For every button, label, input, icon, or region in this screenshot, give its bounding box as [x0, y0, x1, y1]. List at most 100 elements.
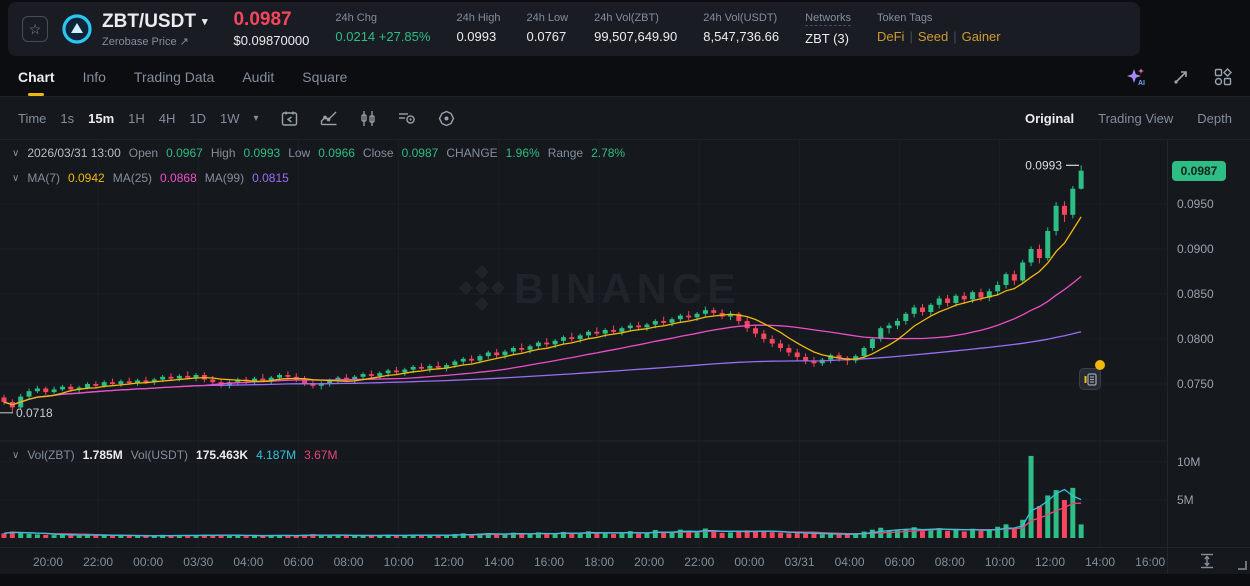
- collapse-icon[interactable]: ∨: [12, 172, 20, 184]
- tag-gainer[interactable]: Gainer: [961, 29, 1001, 44]
- price-axis[interactable]: 0.0987 0.0950 0.0900 0.0850 0.0800 0.0750 10M…: [1167, 140, 1250, 547]
- date-picker-icon[interactable]: [281, 110, 298, 127]
- ai-assistant-icon[interactable]: AI: [1126, 67, 1148, 87]
- price-tick: 0.0800: [1177, 332, 1214, 346]
- svg-text:0.0993: 0.0993: [1025, 158, 1062, 172]
- time-tick: 10:00: [383, 555, 414, 569]
- view-tradingview[interactable]: Trading View: [1098, 110, 1174, 126]
- time-tick: 22:00: [83, 555, 114, 569]
- price-tick: 0.0750: [1177, 377, 1214, 391]
- chart-toolbar: Time 1s 15m 1H 4H 1D 1W ▾: [0, 97, 1250, 140]
- time-tick: 04:00: [834, 555, 865, 569]
- time-tick: 04:00: [233, 555, 264, 569]
- svg-text:BINANCE: BINANCE: [514, 265, 740, 312]
- time-tick: 18:00: [584, 555, 615, 569]
- price-tick: 0.0850: [1177, 287, 1214, 301]
- expand-icon[interactable]: [1172, 68, 1190, 86]
- more-intervals-caret[interactable]: ▾: [253, 112, 259, 124]
- interval-4h[interactable]: 4H: [158, 110, 176, 126]
- interval-1d[interactable]: 1D: [189, 110, 207, 126]
- auto-scale-icon[interactable]: [1198, 552, 1216, 575]
- candles: [1, 165, 1084, 413]
- price-tick: 0.0900: [1177, 242, 1214, 256]
- resize-corner-handle[interactable]: [1238, 561, 1247, 570]
- svg-text:0.0718: 0.0718: [16, 406, 53, 420]
- svg-text:AI: AI: [1138, 80, 1145, 87]
- volume-tick: 5M: [1177, 493, 1194, 507]
- tab-info[interactable]: Info: [82, 68, 106, 85]
- binance-watermark: BINANCE: [459, 265, 740, 312]
- stat-networks[interactable]: Networks ZBT (3): [805, 12, 851, 46]
- indicators-icon[interactable]: [360, 110, 376, 127]
- stats-row: 24h Chg 0.0214 +27.85% 24h High 0.0993 2…: [335, 12, 1000, 46]
- time-tick: 22:00: [684, 555, 715, 569]
- grid-lines: [0, 140, 1167, 547]
- section-tabs: Chart Info Trading Data Audit Square AI: [0, 57, 1250, 97]
- time-tick: 10:00: [984, 555, 1015, 569]
- tab-square[interactable]: Square: [302, 68, 348, 85]
- candlestick-chart[interactable]: BINANCE 0.0993 0.0718 ∨ 2026/03/31 13:00 O…: [0, 140, 1167, 547]
- stat-24h-high: 24h High 0.0993: [456, 12, 501, 44]
- low-annotation: 0.0718: [0, 406, 53, 420]
- time-tick: 16:00: [533, 555, 565, 569]
- news-event-marker[interactable]: [1079, 368, 1101, 390]
- price-tick: 0.0950: [1177, 197, 1214, 211]
- time-tick: 08:00: [333, 555, 364, 569]
- ma99-line: [3, 331, 1082, 406]
- time-axis[interactable]: 20:00 22:00 00:00 03/30 04:00 06:00 08:00 10:00…: [0, 547, 1250, 575]
- time-tick: 12:00: [433, 555, 464, 569]
- usd-price: $0.09870000: [233, 33, 310, 49]
- time-tick: 20:00: [32, 555, 64, 569]
- time-tick: 16:00: [1135, 555, 1166, 569]
- view-original[interactable]: Original: [1025, 110, 1075, 126]
- pair-header: ☆ ZBT/USDT ▾ Zerobase Price ↗ 0.0987 $0.…: [8, 2, 1140, 56]
- volume-tick: 10M: [1177, 455, 1201, 469]
- star-icon: ☆: [28, 20, 42, 37]
- time-tick: 00:00: [734, 555, 765, 569]
- external-link-icon: ↗: [179, 35, 189, 48]
- favorite-button[interactable]: ☆: [22, 16, 48, 42]
- interval-1w[interactable]: 1W: [220, 110, 240, 126]
- chevron-down-icon: ▾: [201, 16, 208, 28]
- time-tick: 14:00: [1085, 555, 1116, 569]
- interval-1s[interactable]: 1s: [60, 110, 75, 126]
- tab-chart[interactable]: Chart: [18, 57, 55, 96]
- vol-ma10-line: [3, 502, 1082, 537]
- interval-1h[interactable]: 1H: [128, 110, 145, 126]
- view-depth[interactable]: Depth: [1197, 110, 1232, 126]
- chart-view-switch: Original Trading View Depth: [1025, 111, 1232, 126]
- tab-trading-data[interactable]: Trading Data: [133, 68, 215, 85]
- chart-settings-icon[interactable]: [398, 110, 416, 126]
- time-tick: 03/31: [784, 555, 815, 569]
- interval-15m[interactable]: 15m: [88, 110, 115, 126]
- volume-bars: [1, 455, 1084, 538]
- time-tick: 14:00: [483, 555, 514, 569]
- time-tick: 12:00: [1034, 555, 1066, 569]
- price-source-link[interactable]: Zerobase Price ↗: [102, 35, 189, 48]
- stat-token-tags: Token Tags DeFi | Seed | Gainer: [876, 12, 1001, 44]
- time-tick: 20:00: [634, 555, 665, 569]
- ma7-line: [3, 216, 1082, 406]
- high-annotation: 0.0993: [1025, 158, 1079, 172]
- layout-grid-icon[interactable]: [1214, 67, 1232, 86]
- last-price-badge: 0.0987: [1172, 160, 1226, 181]
- candlestick-plot[interactable]: BINANCE 0.0993 0.0718: [0, 140, 1167, 547]
- time-tick: 03/30: [183, 555, 214, 569]
- time-tick: 06:00: [283, 555, 314, 569]
- pair-selector[interactable]: ZBT/USDT ▾: [102, 11, 207, 33]
- news-alert-dot[interactable]: [1095, 360, 1105, 370]
- time-label: Time: [18, 110, 47, 126]
- stat-24h-vol-base: 24h Vol(ZBT) 99,507,649.90: [594, 12, 678, 44]
- settings-gear-icon[interactable]: [438, 110, 455, 127]
- time-tick: 08:00: [934, 555, 965, 569]
- collapse-icon[interactable]: ∨: [12, 147, 20, 159]
- tab-audit[interactable]: Audit: [242, 68, 275, 85]
- stat-24h-vol-quote: 24h Vol(USDT) 8,547,736.66: [703, 12, 780, 44]
- time-tick: 06:00: [884, 555, 915, 569]
- tag-defi[interactable]: DeFi: [876, 29, 905, 44]
- tag-seed[interactable]: Seed: [917, 29, 949, 44]
- price-block: 0.0987 $0.09870000: [233, 9, 310, 49]
- collapse-icon[interactable]: ∨: [12, 449, 20, 461]
- ma25-line: [3, 275, 1082, 406]
- chart-style-icon[interactable]: [320, 110, 338, 126]
